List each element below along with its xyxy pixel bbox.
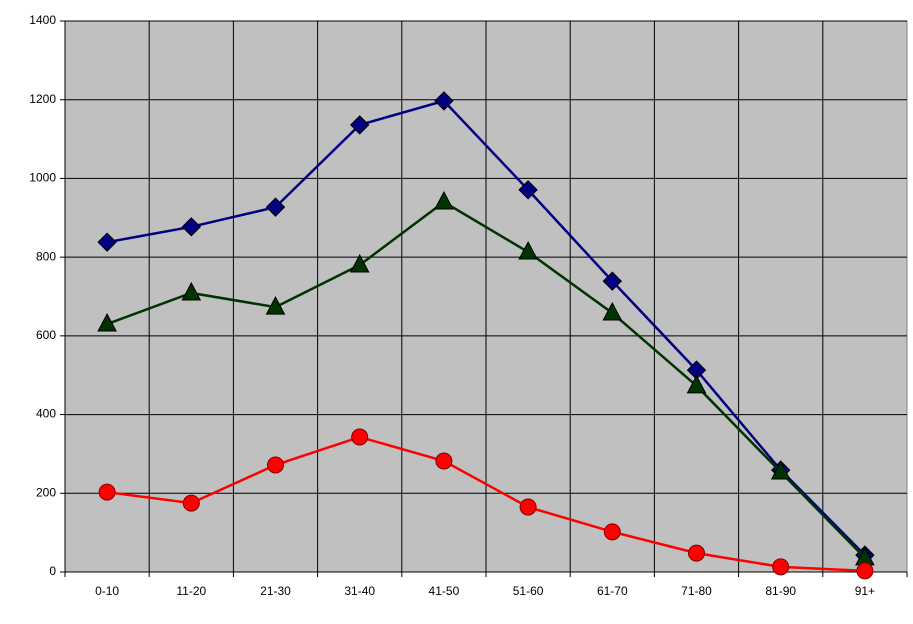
circle-marker [603,523,621,541]
triangle-marker [770,460,791,480]
x-tick-label: 91+ [855,584,875,598]
circle-marker [182,494,200,512]
diamond-marker [349,115,370,135]
y-tick-label: 800 [36,249,56,263]
series-line [106,99,866,556]
y-tick-label: 600 [36,328,56,342]
circle-marker [772,558,790,576]
x-tick-label: 51-60 [513,584,544,598]
triangle-marker [686,374,707,394]
circle-marker [519,498,537,516]
x-tick-label: 71-80 [681,584,712,598]
series-line [106,200,866,559]
circle-marker [351,428,369,446]
triangle-marker [181,281,202,301]
circle-marker [688,544,705,562]
x-tick-label: 61-70 [597,584,628,598]
y-tick-label: 0 [49,564,56,578]
x-tick-label: 0-10 [95,584,119,598]
x-tick-label: 41-50 [429,584,460,598]
circle-marker [267,456,284,474]
diamond-marker [434,91,454,111]
circle-marker [856,562,874,580]
diamond-marker [181,217,202,237]
series-line [106,435,865,573]
triangle-marker [265,296,286,315]
x-tick-label: 21-30 [260,584,291,598]
circle-marker [435,452,453,470]
y-tick-label: 400 [36,407,56,421]
y-tick-label: 1400 [29,13,56,27]
x-tick-label: 81-90 [765,584,796,598]
y-tick-label: 1000 [29,171,56,185]
triangle-marker [97,312,117,332]
diamond-marker [97,232,117,252]
circle-marker [98,483,116,501]
x-tick-label: 11-20 [176,584,206,598]
x-tick-label: 31-40 [344,584,375,598]
diamond-marker [265,197,286,217]
triangle-marker [434,190,454,210]
y-tick-label: 1200 [29,92,56,106]
diamond-marker [518,180,538,200]
triangle-marker [518,240,538,260]
triangle-marker [602,301,623,321]
y-tick-label: 200 [36,485,56,499]
triangle-marker [349,253,370,273]
diamond-marker [602,271,623,291]
